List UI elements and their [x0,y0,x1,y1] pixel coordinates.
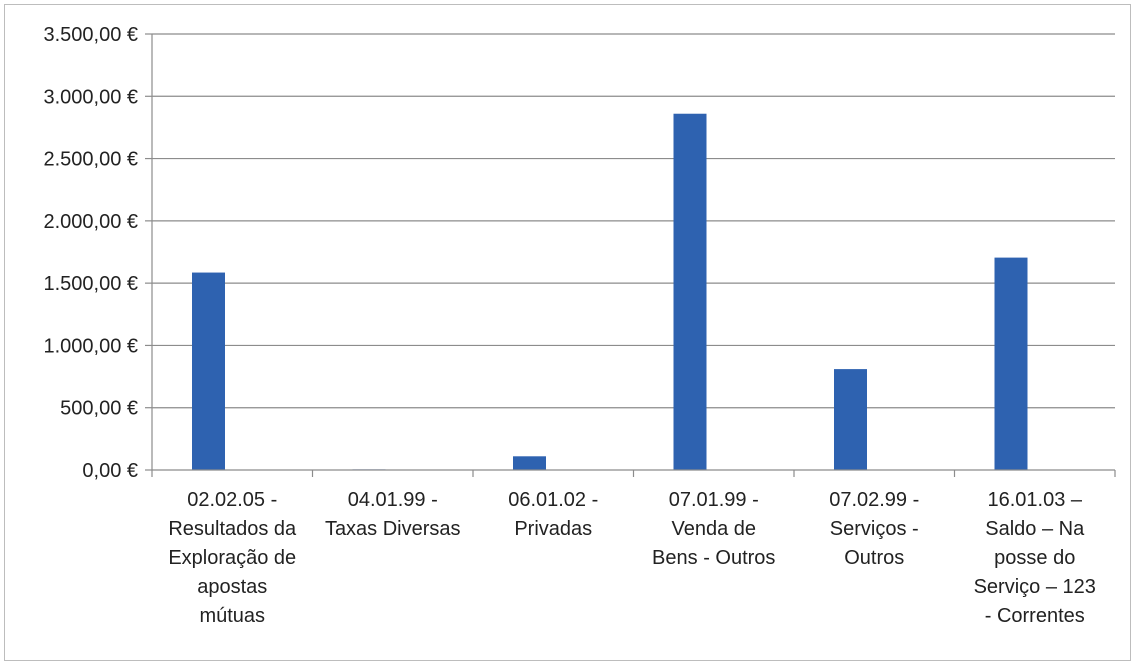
x-axis-labels: 02.02.05 -Resultados da Exploração de apos… [168,489,1096,627]
y-tick-label: 3.500,00 € [43,24,138,46]
x-tick-label: 02.02.05 -Resultados da Exploração de apos… [168,489,297,627]
y-tick-label: 3.000,00 € [43,86,138,108]
y-tick-label: 500,00 € [60,398,138,420]
y-axis-ticks: 0,00 € 500,00 € 1.000,00 € 1.500,00 € 2.000,… [43,24,152,482]
x-tick-label: 07.01.99 -Venda de Bens - Outros [652,489,775,569]
bar [513,456,546,470]
bar [994,257,1028,470]
y-tick-label: 0,00 € [82,460,138,482]
x-tick-label: 07.02.99 -Serviços -Outros [829,489,919,569]
y-tick-label: 2.000,00 € [43,211,138,233]
x-axis [151,34,1116,477]
gridlines [152,33,1115,409]
x-tick-label: 04.01.99 -Taxas Diversas [325,489,461,540]
bars [192,113,1028,471]
x-tick-label: 16.01.03 – Saldo – Na posse do Serviço – 12… [974,489,1096,627]
bar [834,369,867,470]
x-tick-label: 06.01.02 -Privadas [508,489,598,540]
bar [673,113,707,471]
bar [192,272,225,470]
y-tick-label: 2.500,00 € [43,149,138,171]
chart-frame [4,4,1131,661]
y-tick-label: 1.500,00 € [43,273,138,295]
y-tick-label: 1.000,00 € [43,335,138,357]
